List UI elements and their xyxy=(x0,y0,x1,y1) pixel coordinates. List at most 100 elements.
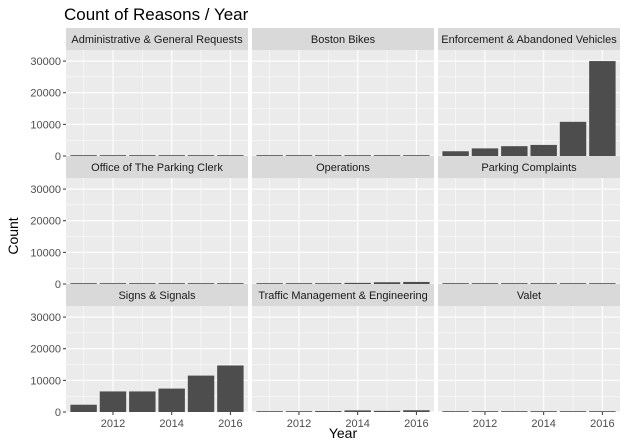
bar xyxy=(285,411,313,412)
y-tick-label: 0 xyxy=(55,407,61,419)
bar xyxy=(373,410,401,412)
chart-title: Count of Reasons / Year xyxy=(64,5,249,24)
facet-strip xyxy=(252,28,434,50)
bar xyxy=(256,155,283,156)
bar xyxy=(158,388,185,412)
facet-strip-label: Traffic Management & Engineering xyxy=(258,290,427,302)
y-tick-label: 30000 xyxy=(30,312,61,324)
facet-strip xyxy=(252,156,434,178)
bar xyxy=(501,411,528,412)
bar xyxy=(501,146,528,156)
x-tick-label: 2012 xyxy=(473,418,497,430)
bar xyxy=(315,411,342,412)
x-tick-label: 2016 xyxy=(590,418,614,430)
bar xyxy=(187,375,215,412)
facet-strip xyxy=(66,284,248,306)
panel-background xyxy=(438,306,620,412)
bar xyxy=(99,391,127,412)
facet-strip-label: Boston Bikes xyxy=(311,34,376,46)
x-tick-label: 2014 xyxy=(531,418,555,430)
facet-strip xyxy=(438,28,620,50)
y-tick-label: 0 xyxy=(55,279,61,291)
bar xyxy=(589,411,616,412)
panel-background xyxy=(438,178,620,284)
facet-strip-label: Office of The Parking Clerk xyxy=(91,162,223,174)
facet-panel: Operations xyxy=(252,156,434,285)
y-tick-label: 20000 xyxy=(30,88,61,100)
facet-strip xyxy=(438,284,620,306)
y-axis-title: Count xyxy=(5,217,21,254)
bar xyxy=(315,155,342,156)
bar xyxy=(471,411,499,412)
bar xyxy=(530,283,557,284)
bar xyxy=(373,155,401,156)
facet-panel: Boston Bikes xyxy=(252,28,434,157)
bar xyxy=(344,155,371,156)
panel-background xyxy=(252,178,434,284)
bar xyxy=(344,410,371,412)
bar xyxy=(471,148,499,156)
y-tick-label: 10000 xyxy=(30,375,61,387)
bar xyxy=(373,282,401,284)
y-tick-label: 0 xyxy=(55,151,61,163)
bar xyxy=(559,121,587,156)
bar xyxy=(129,283,156,284)
facet-strip xyxy=(252,284,434,306)
y-tick-label: 20000 xyxy=(30,216,61,228)
bar xyxy=(217,365,244,412)
y-tick-label: 30000 xyxy=(30,56,61,68)
bar xyxy=(285,155,313,156)
bar xyxy=(403,155,430,156)
facet-strip-label: Enforcement & Abandoned Vehicles xyxy=(441,34,617,46)
bar xyxy=(589,283,616,284)
bar xyxy=(217,283,244,284)
bar xyxy=(403,281,430,284)
bar xyxy=(471,283,499,284)
bar xyxy=(442,151,469,156)
y-tick-label: 30000 xyxy=(30,184,61,196)
facet-panel: Enforcement & Abandoned Vehicles xyxy=(438,28,620,157)
bar xyxy=(344,282,371,284)
bar xyxy=(530,144,557,156)
bar xyxy=(442,283,469,284)
facet-strip xyxy=(66,156,248,178)
x-axes: 2012 2014 2016 2012 2014 2016 2012 2014 2016 xyxy=(101,412,615,430)
facet-panel: Administrative & General Requests xyxy=(66,28,248,157)
panel-background xyxy=(66,178,248,284)
y-tick-label: 10000 xyxy=(30,119,61,131)
facet-strip xyxy=(66,28,248,50)
panel-background xyxy=(252,50,434,156)
bar xyxy=(256,411,283,412)
facet-panel: Office of The Parking Clerk xyxy=(66,156,248,285)
facet-strip xyxy=(438,156,620,178)
x-tick-label: 2016 xyxy=(218,418,242,430)
bar xyxy=(70,283,97,284)
y-axes: 0 10000 20000 30000 0 10000 20000 30000 0 10000 20… xyxy=(30,56,66,419)
y-tick-label: 10000 xyxy=(30,247,61,259)
y-tick-label: 20000 xyxy=(30,344,61,356)
x-tick-label: 2016 xyxy=(404,418,428,430)
bar xyxy=(99,155,127,156)
bar xyxy=(256,283,283,284)
bar xyxy=(70,155,97,156)
x-tick-label: 2012 xyxy=(287,418,311,430)
bar xyxy=(501,283,528,284)
facet-strip-label: Valet xyxy=(517,290,541,302)
bar xyxy=(70,404,97,412)
bar xyxy=(285,283,313,284)
bar xyxy=(559,411,587,412)
bar xyxy=(129,391,156,412)
x-axis-title: Year xyxy=(329,425,358,441)
bar xyxy=(217,155,244,156)
bar xyxy=(158,283,185,284)
panel-background xyxy=(252,306,434,412)
bar xyxy=(559,283,587,284)
bar xyxy=(158,155,185,156)
bar xyxy=(187,155,215,156)
facet-strip-label: Administrative & General Requests xyxy=(71,34,243,46)
bar xyxy=(129,155,156,156)
facet-panel: Traffic Management & Engineering xyxy=(252,284,434,413)
facet-panel: Valet xyxy=(438,284,620,413)
facet-strip-label: Parking Complaints xyxy=(481,162,577,174)
